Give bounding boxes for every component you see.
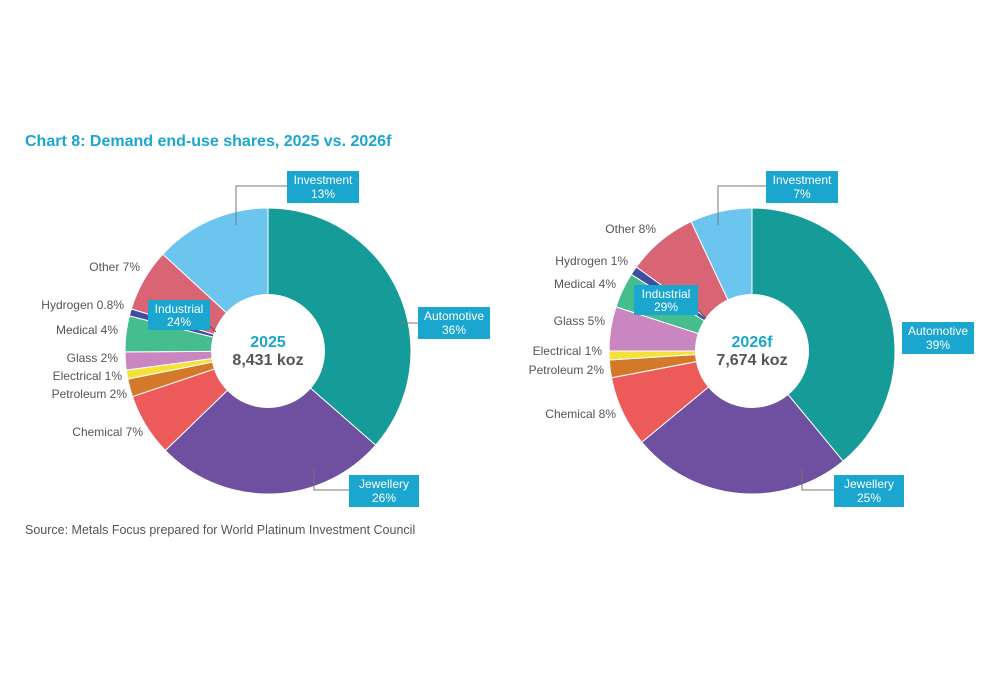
industrial-value-label: 29%: [654, 300, 678, 314]
leader-line-jewellery: [801, 470, 834, 491]
slice-automotive: [751, 207, 896, 462]
slice-value-label: 13%: [311, 187, 335, 201]
slice-jewellery: [164, 350, 377, 495]
leader-line-industrial: [697, 309, 707, 319]
slice-name-label: Investment: [773, 173, 832, 187]
label-box-automotive: [418, 307, 490, 339]
industrial-name-label: Industrial: [155, 302, 204, 316]
center-total-label: 7,674 koz: [716, 352, 787, 369]
slice-automotive: [267, 207, 412, 446]
leader-line-investment: [235, 185, 287, 225]
slice-name-label: Jewellery: [844, 477, 894, 491]
slice-label-medical: Medical 4%: [56, 323, 118, 337]
slice-label-hydrogen: Hydrogen 0.8%: [41, 298, 124, 312]
slice-value-label: 25%: [857, 491, 881, 505]
slice-name-label: Jewellery: [359, 477, 409, 491]
label-box-investment: [766, 171, 838, 203]
label-box-automotive: [902, 322, 974, 354]
slice-label-glass: Glass 5%: [554, 314, 606, 328]
source-note: Source: Metals Focus prepared for World …: [25, 523, 416, 537]
slice-label-chemical: Chemical 7%: [72, 425, 143, 439]
slice-value-label: 39%: [926, 338, 950, 352]
label-box-jewellery: [834, 475, 904, 507]
slice-name-label: Automotive: [424, 309, 484, 323]
slice-value-label: 7%: [793, 187, 811, 201]
slice-label-glass: Glass 2%: [67, 351, 119, 365]
center-year-label: 2026f: [732, 334, 774, 351]
slice-label-other: Other 8%: [605, 222, 656, 236]
slice-value-label: 36%: [442, 323, 466, 337]
slice-label-electrical: Electrical 1%: [53, 369, 123, 383]
slice-label-petroleum: Petroleum 2%: [529, 363, 605, 377]
label-box-industrial: [148, 300, 210, 330]
leader-line-investment: [717, 185, 766, 225]
donut-hole: [695, 294, 809, 408]
slice-value-label: 26%: [372, 491, 396, 505]
slice-name-label: Automotive: [908, 324, 968, 338]
slice-name-label: Investment: [294, 173, 353, 187]
label-box-investment: [287, 171, 359, 203]
slice-label-petroleum: Petroleum 2%: [52, 387, 128, 401]
slice-label-hydrogen: Hydrogen 1%: [555, 254, 628, 268]
slice-label-electrical: Electrical 1%: [533, 344, 603, 358]
leader-line-industrial: [209, 325, 217, 333]
slice-jewellery: [641, 350, 844, 495]
label-box-industrial: [634, 285, 698, 315]
slice-label-medical: Medical 4%: [554, 277, 616, 291]
slice-label-other: Other 7%: [89, 260, 140, 274]
center-year-label: 2025: [250, 334, 286, 351]
leader-line-jewellery: [313, 470, 349, 491]
chart-title: Chart 8: Demand end-use shares, 2025 vs.…: [25, 133, 392, 150]
industrial-value-label: 24%: [167, 315, 191, 329]
center-total-label: 8,431 koz: [232, 352, 303, 369]
donut-hole: [211, 294, 325, 408]
slice-label-chemical: Chemical 8%: [545, 407, 616, 421]
label-box-jewellery: [349, 475, 419, 507]
industrial-name-label: Industrial: [642, 287, 691, 301]
